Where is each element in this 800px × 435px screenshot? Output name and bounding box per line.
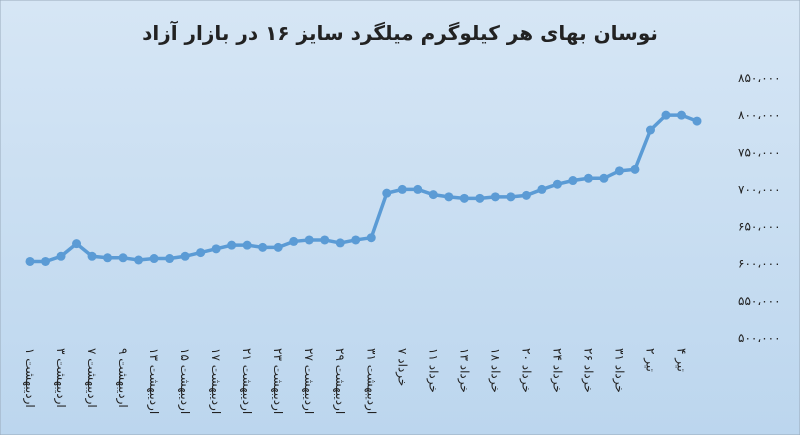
- marker: [506, 192, 516, 202]
- x-tick-label: ۲۷ اردیبهشت: [301, 348, 316, 414]
- marker: [258, 242, 268, 252]
- marker: [397, 184, 407, 194]
- marker: [521, 190, 531, 200]
- x-tick-label: ۱۷ اردیبهشت: [208, 348, 223, 414]
- x-tick-label: ۳۱ خرداد: [611, 348, 626, 393]
- marker: [56, 251, 66, 261]
- x-tick-label: ۲۱ اردیبهشت: [239, 348, 254, 414]
- y-tick-label: ۶۵۰،۰۰۰: [738, 220, 781, 234]
- marker: [87, 251, 97, 261]
- marker: [428, 190, 438, 200]
- x-tick-label: ۳۱ اردیبهشت: [363, 348, 378, 414]
- marker: [645, 125, 655, 135]
- marker: [413, 184, 423, 194]
- marker: [242, 240, 252, 250]
- marker: [444, 192, 454, 202]
- y-tick-label: ۷۰۰،۰۰۰: [738, 182, 781, 196]
- marker: [211, 244, 221, 254]
- marker: [614, 166, 624, 176]
- marker: [149, 254, 159, 264]
- chart-title: نوسان بهای هر کیلوگرم میلگرد سایز ۱۶ در …: [142, 20, 658, 45]
- marker: [552, 179, 562, 189]
- marker: [382, 188, 392, 198]
- x-tick-label: ۴ تیر: [673, 348, 688, 372]
- x-tick-label: ۱۳ اردیبهشت: [146, 348, 161, 414]
- x-tick-label: ۱۸ خرداد: [487, 348, 502, 393]
- marker: [351, 235, 361, 245]
- marker: [165, 254, 175, 264]
- marker: [304, 235, 314, 245]
- x-tick-label: ۲۳ اردیبهشت: [270, 348, 285, 414]
- marker: [676, 110, 686, 120]
- marker: [72, 239, 82, 249]
- marker: [630, 164, 640, 174]
- x-tick-label: ۷ اردیبهشت: [84, 348, 99, 408]
- marker: [475, 193, 485, 203]
- marker: [568, 176, 578, 186]
- x-tick-label: ۷ خرداد: [394, 348, 409, 386]
- marker: [25, 256, 35, 266]
- marker: [366, 233, 376, 243]
- marker: [196, 248, 206, 258]
- marker: [289, 236, 299, 246]
- x-tick-label: ۱۳ خرداد: [456, 348, 471, 393]
- y-tick-label: ۵۰۰،۰۰۰: [738, 331, 781, 345]
- marker: [490, 192, 500, 202]
- marker: [180, 251, 190, 261]
- x-tick-label: ۱۱ خرداد: [425, 348, 440, 393]
- x-tick-label: ۱ اردیبهشت: [22, 348, 37, 408]
- x-tick-label: ۲۰ خرداد: [518, 348, 533, 393]
- y-tick-label: ۸۰۰،۰۰۰: [738, 108, 781, 122]
- y-tick-label: ۵۵۰،۰۰۰: [738, 294, 781, 308]
- x-tick-label: ۲۴ خرداد: [549, 348, 564, 393]
- marker: [118, 253, 128, 263]
- marker: [41, 256, 51, 266]
- y-tick-label: ۷۵۰،۰۰۰: [738, 145, 781, 159]
- marker: [273, 242, 283, 252]
- y-tick-label: ۸۵۰،۰۰۰: [738, 71, 781, 85]
- marker: [692, 116, 702, 126]
- marker: [661, 110, 671, 120]
- x-tick-label: ۹ اردیبهشت: [115, 348, 130, 408]
- marker: [583, 173, 593, 183]
- x-tick-label: ۲ تیر: [642, 348, 657, 372]
- marker: [103, 253, 113, 263]
- x-tick-label: ۳ اردیبهشت: [53, 348, 68, 408]
- marker: [537, 184, 547, 194]
- marker: [320, 235, 330, 245]
- marker: [227, 240, 237, 250]
- x-tick-label: ۱۵ اردیبهشت: [177, 348, 192, 414]
- x-tick-label: ۲۹ اردیبهشت: [332, 348, 347, 414]
- marker: [599, 173, 609, 183]
- x-tick-label: ۲۶ خرداد: [580, 348, 595, 393]
- marker: [335, 238, 345, 248]
- y-tick-label: ۶۰۰،۰۰۰: [738, 257, 781, 271]
- marker: [459, 193, 469, 203]
- marker: [134, 255, 144, 265]
